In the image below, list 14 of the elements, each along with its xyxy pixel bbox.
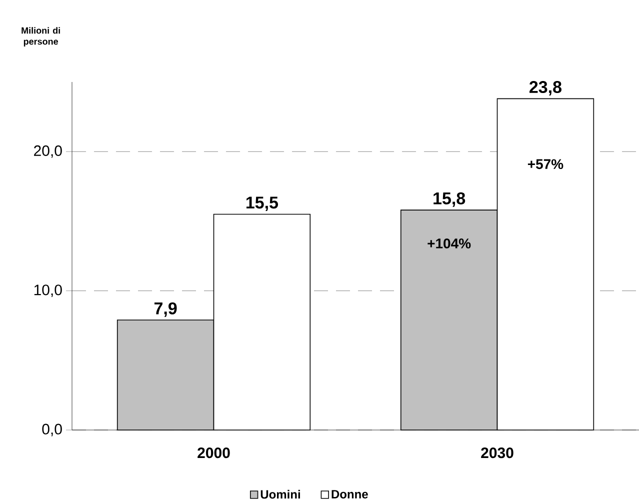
- legend-label: Uomini: [260, 490, 300, 499]
- annotation: +57%: [528, 159, 564, 170]
- text: Milioni di persone: [22, 27, 60, 46]
- y-tick-label: 20,0: [34, 145, 62, 158]
- y-tick-label: 10,0: [34, 284, 62, 297]
- data-label: 15,5: [246, 196, 278, 212]
- legend-label: Donne: [332, 490, 368, 498]
- x-tick-label: 2000: [198, 448, 230, 458]
- data-label: 7,9: [154, 302, 177, 317]
- x-tick-label: 2030: [481, 448, 514, 458]
- data-label: 15,8: [434, 192, 466, 207]
- annotation: +104%: [428, 238, 471, 248]
- data-label: 23,8: [530, 80, 562, 96]
- y-tick-label: 0,0: [42, 424, 62, 436]
